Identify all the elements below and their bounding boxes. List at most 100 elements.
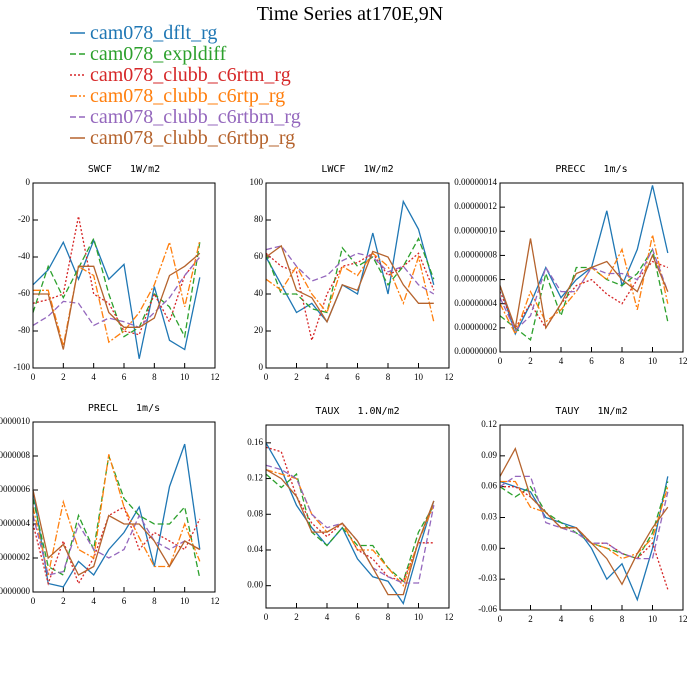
panel-title: PRECL 1m/s — [88, 403, 160, 414]
panel-title: PRECC 1m/s — [555, 164, 627, 175]
y-tick-label: 0.00000006 — [454, 274, 497, 284]
y-tick-label: 0.00 — [247, 580, 263, 590]
series-line — [32, 236, 201, 339]
series-line — [499, 481, 669, 560]
legend-label: cam078_clubb_c6rtbp_rg — [90, 127, 295, 149]
series-line — [265, 199, 435, 324]
series-line — [33, 252, 201, 350]
figure-title: Time Series at170E,9N — [257, 3, 443, 25]
y-tick-label: 20 — [254, 325, 264, 335]
y-tick-label: -0.03 — [478, 573, 497, 583]
plot-frame — [32, 182, 216, 369]
x-tick-label: 0 — [264, 372, 269, 382]
y-tick-label: 0.00000014 — [454, 177, 497, 187]
series-line — [32, 514, 201, 576]
legend-label: cam078_clubb_c6rtm_rg — [90, 64, 291, 86]
x-tick-label: 2 — [294, 372, 299, 382]
y-tick-label: 0.16 — [247, 437, 263, 447]
y-tick-label: 0 — [26, 177, 31, 187]
y-tick-label: 0.03 — [481, 512, 497, 522]
y-tick-label: 0.00000012 — [454, 201, 497, 211]
x-tick-label: 8 — [620, 614, 625, 624]
plot-frame — [265, 182, 450, 369]
x-tick-label: 2 — [294, 612, 299, 622]
series-line — [32, 216, 201, 336]
x-tick-label: 10 — [414, 612, 424, 622]
series-line — [499, 446, 669, 586]
y-tick-label: 0.06 — [481, 481, 497, 491]
x-tick-label: 4 — [559, 356, 564, 366]
plot-frame — [499, 424, 684, 611]
y-tick-label: -40 — [18, 251, 30, 261]
legend-label: cam078_clubb_c6rtp_rg — [90, 85, 285, 107]
legend-label: cam078_expldiff — [90, 43, 227, 65]
series-line — [499, 247, 669, 342]
y-tick-label: 0.00000002 — [0, 552, 30, 562]
series-line — [32, 489, 201, 576]
series-line — [499, 238, 669, 331]
x-tick-label: 2 — [61, 596, 66, 606]
x-tick-label: 6 — [122, 596, 127, 606]
y-tick-label: 0.00000008 — [454, 249, 497, 259]
x-tick-label: 8 — [152, 596, 157, 606]
series-line — [499, 185, 669, 336]
x-tick-label: 4 — [91, 372, 96, 382]
series-line — [499, 475, 669, 560]
x-tick-label: 0 — [31, 372, 36, 382]
y-tick-label: -60 — [18, 288, 30, 298]
x-tick-label: 12 — [445, 612, 454, 622]
series-line — [265, 252, 435, 322]
x-tick-label: 4 — [325, 372, 330, 382]
y-tick-label: 0.12 — [247, 473, 263, 483]
series-line — [32, 506, 201, 586]
x-tick-label: 4 — [559, 614, 564, 624]
series-line — [265, 442, 435, 606]
y-tick-label: 0.00000000 — [0, 586, 31, 596]
x-tick-label: 6 — [122, 372, 127, 382]
y-tick-label: 0.00000006 — [0, 484, 31, 494]
x-tick-label: 10 — [648, 614, 658, 624]
legend-label: cam078_dflt_rg — [90, 22, 217, 44]
y-tick-label: 0 — [259, 362, 264, 372]
x-tick-label: 12 — [679, 614, 688, 624]
series-line — [499, 247, 669, 332]
y-tick-label: 80 — [254, 214, 264, 224]
series-line — [265, 469, 435, 596]
x-tick-label: 0 — [498, 356, 503, 366]
x-tick-label: 0 — [31, 596, 36, 606]
x-tick-label: 6 — [589, 356, 594, 366]
legend-label: cam078_clubb_c6rtbm_rg — [90, 106, 301, 128]
panel-title: LWCF 1W/m2 — [321, 164, 393, 175]
x-tick-label: 8 — [386, 612, 391, 622]
series-line — [32, 256, 201, 329]
series-line — [32, 238, 201, 359]
y-tick-label: 0.09 — [481, 450, 497, 460]
x-tick-label: 10 — [180, 372, 190, 382]
series-line — [32, 455, 201, 579]
y-tick-label: 0.00000004 — [0, 518, 31, 528]
x-tick-label: 0 — [498, 614, 503, 624]
plot-frame — [32, 421, 216, 593]
series-line — [499, 260, 669, 330]
y-tick-label: -100 — [14, 362, 31, 372]
plot-frame — [265, 424, 450, 609]
y-tick-label: 0.00000000 — [454, 346, 497, 356]
x-tick-label: 2 — [528, 614, 533, 624]
y-tick-label: 0.08 — [247, 508, 263, 518]
y-tick-label: 0.12 — [481, 419, 497, 429]
panel-title: TAUY 1N/m2 — [555, 406, 627, 417]
x-tick-label: 0 — [264, 612, 269, 622]
x-tick-label: 6 — [355, 372, 360, 382]
x-tick-label: 4 — [325, 612, 330, 622]
y-tick-label: -20 — [18, 214, 30, 224]
x-tick-label: 4 — [91, 596, 96, 606]
x-tick-label: 8 — [152, 372, 157, 382]
x-tick-label: 10 — [180, 596, 190, 606]
y-tick-label: 0.00000010 — [0, 416, 31, 426]
panel-title: SWCF 1W/m2 — [88, 164, 160, 175]
x-tick-label: 12 — [679, 356, 688, 366]
y-tick-label: 40 — [254, 288, 264, 298]
x-tick-label: 2 — [528, 356, 533, 366]
